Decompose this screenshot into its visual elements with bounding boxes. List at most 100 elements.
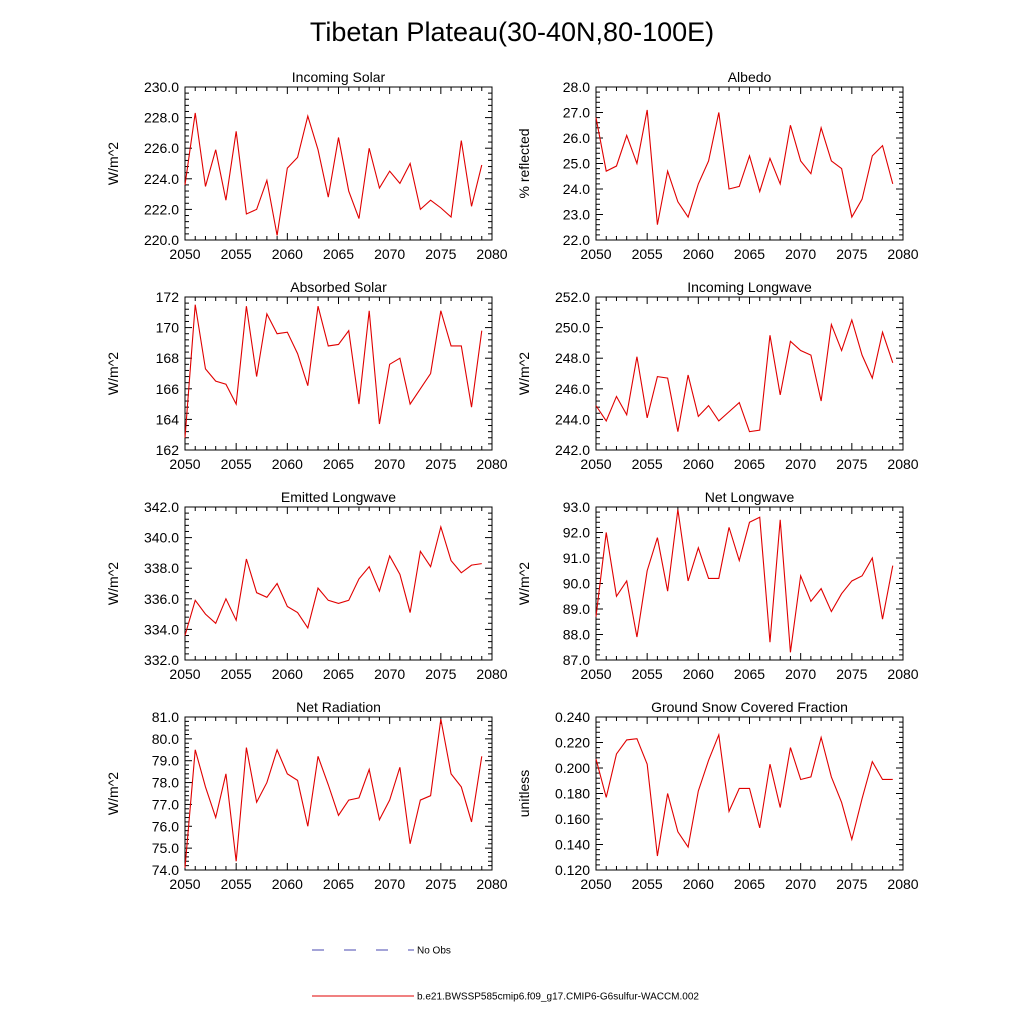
x-tick-label: 2050 [169,876,200,892]
x-tick-label: 2070 [374,246,405,262]
y-tick-label: 26.0 [563,130,590,146]
x-tick-label: 2065 [323,246,354,262]
y-tick-label: 0.120 [555,862,590,878]
y-tick-label: 332.0 [144,652,179,668]
x-tick-label: 2080 [476,666,507,682]
y-tick-label: 28.0 [563,79,590,95]
x-tick-label: 2050 [169,246,200,262]
x-tick-label: 2065 [734,246,765,262]
y-tick-label: 224.0 [144,171,179,187]
x-tick-label: 2070 [785,246,816,262]
plot-frame [595,716,904,871]
y-tick-label: 170 [156,320,180,336]
y-tick-label: 338.0 [144,560,179,576]
x-tick-label: 2050 [580,666,611,682]
y-tick-label: 25.0 [563,156,590,172]
plot-frame [595,296,904,451]
x-tick-label: 2055 [632,456,663,472]
plot-frame [595,506,904,661]
y-tick-label: 88.0 [563,627,590,643]
x-tick-label: 2060 [683,666,714,682]
x-tick-label: 2080 [887,246,918,262]
series-line [184,112,483,236]
y-axis-label: W/m^2 [105,772,121,815]
y-tick-label: 242.0 [555,442,590,458]
x-tick-label: 2080 [887,456,918,472]
plot-frame [184,506,493,661]
y-tick-label: 172 [156,289,180,305]
y-tick-label: 0.200 [555,760,590,776]
x-tick-label: 2060 [272,876,303,892]
x-tick-label: 2080 [476,246,507,262]
y-tick-label: 22.0 [563,232,590,248]
panel-title: Incoming Solar [292,69,386,85]
x-tick-label: 2055 [221,246,252,262]
x-tick-label: 2075 [836,456,867,472]
y-tick-label: 0.220 [555,735,590,751]
x-tick-label: 2080 [887,876,918,892]
x-tick-label: 2080 [887,666,918,682]
x-tick-label: 2065 [323,456,354,472]
panel-title: Net Radiation [296,699,381,715]
y-tick-label: 252.0 [555,289,590,305]
y-tick-label: 0.140 [555,837,590,853]
series-line [184,524,482,636]
panel-title: Albedo [728,69,772,85]
panel-title: Incoming Longwave [687,279,812,295]
x-tick-label: 2075 [836,666,867,682]
y-tick-label: 77.0 [152,796,179,812]
x-tick-label: 2065 [734,876,765,892]
x-tick-label: 2060 [683,876,714,892]
x-tick-label: 2065 [323,876,354,892]
y-tick-label: 0.240 [555,709,590,725]
y-tick-label: 248.0 [555,350,590,366]
y-tick-label: 340.0 [144,530,179,546]
x-tick-label: 2050 [580,876,611,892]
y-tick-label: 0.180 [555,786,590,802]
y-tick-label: 92.0 [563,525,590,541]
panel-5: Emitted Longwave W/m^2 2050 2055 2060 2065 207… [105,489,508,682]
x-tick-label: 2070 [374,876,405,892]
x-tick-label: 2065 [734,666,765,682]
series-line [595,318,894,433]
y-tick-label: 27.0 [563,105,590,121]
series-line [184,304,483,438]
legend: No Obs b.e21.BWSSP585cmip6.f09_g17.CMIP6… [312,946,699,1003]
y-tick-label: 87.0 [563,652,590,668]
x-tick-label: 2075 [425,456,456,472]
x-tick-label: 2070 [374,456,405,472]
y-axis-label: W/m^2 [105,352,121,395]
y-tick-label: 90.0 [563,576,590,592]
y-axis-label: % reflected [516,128,532,198]
x-tick-label: 2060 [272,666,303,682]
x-tick-label: 2065 [734,456,765,472]
y-tick-label: 80.0 [152,731,179,747]
y-axis-label: W/m^2 [105,562,121,605]
panel-4: Incoming Longwave W/m^2 2050 2055 2060 2065 20… [516,279,919,472]
y-tick-label: 81.0 [152,709,179,725]
x-tick-label: 2070 [785,666,816,682]
y-tick-label: 334.0 [144,621,179,637]
x-tick-label: 2065 [323,666,354,682]
panels-group: Incoming Solar W/m^2 2050 2055 2060 2065 2070 2… [105,69,919,892]
y-axis-label: W/m^2 [516,352,532,395]
legend-obs-label: No Obs [417,946,451,957]
x-tick-label: 2055 [221,666,252,682]
panel-3: Absorbed Solar W/m^2 2050 2055 2060 2065 2070 2… [105,279,508,472]
x-tick-label: 2075 [836,876,867,892]
x-tick-label: 2075 [836,246,867,262]
y-axis-label: unitless [516,770,532,817]
plot-frame [595,86,904,241]
x-tick-label: 2055 [221,876,252,892]
x-tick-label: 2060 [683,246,714,262]
y-tick-label: 24.0 [563,181,590,197]
panel-title: Net Longwave [705,489,795,505]
y-tick-label: 168 [156,350,180,366]
x-tick-label: 2055 [221,456,252,472]
x-tick-label: 2060 [272,456,303,472]
panel-title: Ground Snow Covered Fraction [651,699,848,715]
figure-title: Tibetan Plateau(30-40N,80-100E) [310,17,714,47]
y-tick-label: 162 [156,442,180,458]
x-tick-label: 2070 [785,876,816,892]
